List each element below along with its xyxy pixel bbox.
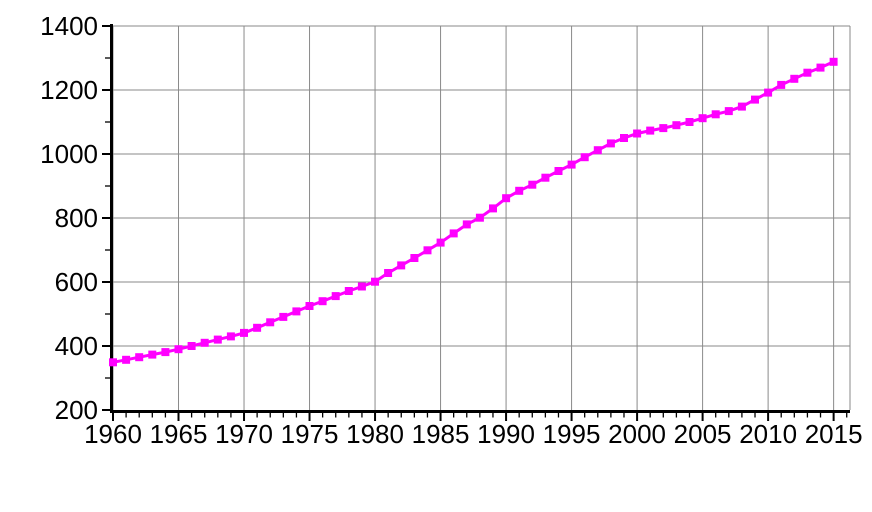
y-tick-label: 200 [55, 395, 98, 425]
data-point [751, 95, 759, 104]
x-tick-label: 2010 [739, 419, 797, 449]
x-tick-label: 1965 [150, 419, 208, 449]
data-point [384, 269, 393, 277]
data-point [698, 114, 707, 123]
data-point [174, 345, 183, 354]
data-point [646, 126, 655, 135]
data-point [423, 246, 432, 255]
data-point [436, 238, 445, 247]
data-point [253, 323, 262, 332]
data-point [122, 355, 131, 364]
data-point [803, 68, 812, 77]
y-tick-label: 1000 [40, 139, 98, 169]
data-point [226, 332, 235, 341]
y-tick-label: 1400 [40, 11, 98, 41]
data-point [829, 57, 838, 66]
data-point [305, 302, 314, 310]
data-point [724, 107, 733, 116]
y-tick-label: 600 [55, 267, 98, 297]
data-point [410, 254, 419, 262]
data-point [187, 342, 196, 350]
x-tick-label: 2000 [608, 419, 666, 449]
x-tick-label: 2015 [805, 419, 863, 449]
y-tick-label: 800 [55, 203, 98, 233]
data-point [737, 102, 746, 111]
data-point [135, 353, 144, 362]
data-point [620, 134, 628, 142]
data-point [764, 88, 773, 97]
data-point [659, 124, 668, 133]
x-tick-label: 1970 [215, 419, 273, 449]
data-point [371, 277, 379, 286]
data-point [777, 80, 786, 89]
data-point [672, 121, 681, 130]
data-point [462, 220, 471, 229]
data-point [200, 338, 209, 347]
data-point [711, 110, 720, 119]
data-point [475, 213, 484, 222]
x-tick-label: 1985 [412, 419, 470, 449]
y-tick-label: 400 [55, 331, 98, 361]
data-point [331, 292, 340, 301]
data-point [266, 318, 275, 327]
x-tick-label: 1975 [281, 419, 339, 449]
data-point [213, 335, 222, 344]
data-point [554, 167, 563, 175]
data-point [633, 129, 642, 138]
data-point [109, 358, 117, 367]
data-point [449, 229, 458, 238]
data-point [816, 63, 825, 72]
data-point [528, 180, 537, 189]
data-point [606, 139, 615, 148]
data-point [148, 350, 157, 359]
x-tick-label: 1995 [543, 419, 601, 449]
data-point [292, 307, 301, 316]
data-point [502, 194, 511, 203]
data-point [344, 287, 353, 295]
x-tick-label: 1980 [346, 419, 404, 449]
data-point [161, 348, 170, 357]
data-point [357, 282, 366, 291]
x-tick-label: 1990 [477, 419, 535, 449]
x-tick-label: 2005 [674, 419, 732, 449]
x-tick-label: 1960 [84, 419, 142, 449]
data-point [593, 146, 602, 155]
data-series-markers [109, 57, 838, 367]
data-point [567, 160, 576, 169]
data-point [240, 328, 248, 337]
data-point [515, 186, 524, 195]
data-point [318, 297, 327, 306]
data-point [279, 312, 288, 321]
data-point [685, 118, 694, 126]
data-point [790, 74, 799, 83]
data-point [397, 261, 406, 270]
data-point [489, 204, 497, 213]
data-point [541, 173, 550, 182]
y-tick-label: 1200 [40, 75, 98, 105]
data-point [580, 153, 589, 162]
